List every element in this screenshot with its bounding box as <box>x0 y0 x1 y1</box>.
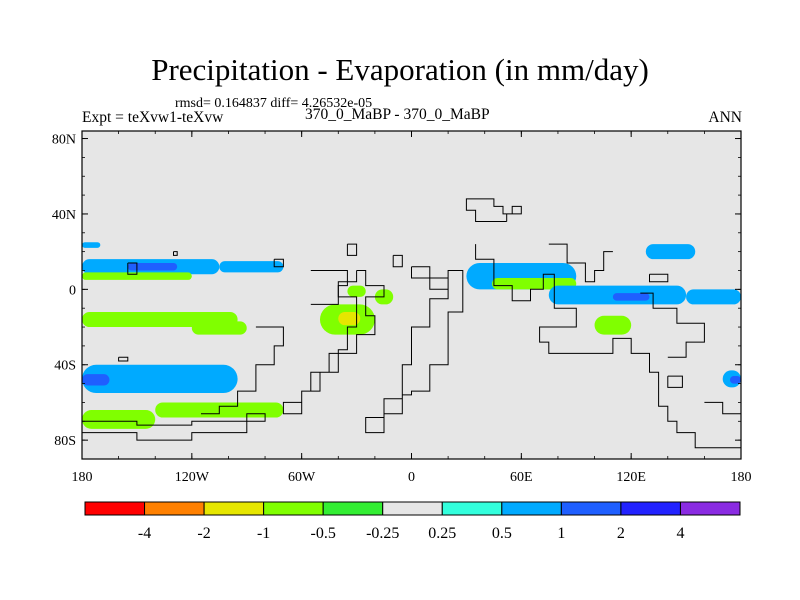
x-tick-label-6: 180 <box>731 470 752 485</box>
coastline-16 <box>273 258 284 268</box>
y-tick-label-1: 40N <box>52 208 76 223</box>
colorbar-label-5: 0.25 <box>428 525 456 542</box>
anomaly-nh-band-green-strip <box>82 272 192 280</box>
x-tick-label-3: 0 <box>408 470 415 485</box>
x-tick-label-0: 180 <box>72 470 93 485</box>
anomaly-layer <box>82 242 741 429</box>
anomaly-east-asia-blue <box>612 293 650 301</box>
y-tick-label-0: 80N <box>52 133 76 148</box>
coastline-17 <box>118 356 129 362</box>
colorbar-label-0: -4 <box>138 525 151 542</box>
colorbar-box-9 <box>620 501 681 516</box>
coastline-layer <box>82 198 741 449</box>
coastline-2 <box>465 198 522 222</box>
coastline-5 <box>310 270 348 305</box>
coastline-10 <box>640 292 705 358</box>
colorbar-box-8 <box>560 501 622 516</box>
anomaly-south-pacific-green-tail <box>191 321 247 335</box>
anomaly-south-indian-east-blue <box>730 376 741 384</box>
chart-title: Precipitation - Evaporation (in mm/day) <box>151 52 649 87</box>
anomaly-west-africa-green <box>347 285 366 297</box>
y-tick-label-3: 40S <box>54 359 76 374</box>
coastline-12 <box>667 375 683 388</box>
season-label: ANN <box>708 109 742 126</box>
coastline-3 <box>475 244 741 449</box>
coastline-14 <box>127 262 138 275</box>
coastline-1 <box>365 266 464 434</box>
x-tick-label-2: 60W <box>288 470 316 485</box>
anomaly-east-pacific-cyan <box>686 289 741 305</box>
case-label: 370_0_MaBP - 370_0_MaBP <box>305 106 490 123</box>
colorbar-box-6 <box>441 501 503 516</box>
anomaly-tropical-atlantic-core <box>338 311 361 326</box>
colorbar-box-1 <box>144 501 205 516</box>
x-tick-label-1: 120W <box>175 470 210 485</box>
y-tick-label-4: 80S <box>54 434 76 449</box>
anomaly-nh-band-east-tail <box>219 261 284 273</box>
y-tick-label-2: 0 <box>69 283 76 298</box>
colorbar-label-1: -2 <box>197 525 210 542</box>
colorbar-box-7 <box>501 501 562 516</box>
colorbar-box-3 <box>263 501 324 516</box>
colorbar-label-4: -0.25 <box>366 525 399 542</box>
stats-label: rmsd= 0.164837 diff= 4.26532e-05 <box>175 96 373 111</box>
x-tick-label-4: 60E <box>510 470 533 485</box>
anomaly-west-pacific-cyan <box>645 244 696 260</box>
colorbar-label-6: 0.5 <box>492 525 512 542</box>
anomaly-nh-band-north-edge <box>82 242 101 248</box>
anomaly-maritime-green <box>594 315 632 335</box>
experiment-label: Expt = teXvw1-teXvw <box>82 109 224 126</box>
colorbar-box-4 <box>322 501 384 516</box>
colorbar-label-8: 2 <box>617 525 625 542</box>
coastline-13 <box>704 401 741 415</box>
anomaly-midlat-south-band <box>82 364 238 394</box>
x-tick-label-5: 120E <box>616 470 646 485</box>
colorbar-box-5 <box>382 501 443 516</box>
coastline-4 <box>82 413 266 441</box>
coastline-15 <box>173 251 178 256</box>
colorbar-label-2: -1 <box>257 525 270 542</box>
colorbar-box-2 <box>203 501 265 516</box>
coastline-8 <box>392 254 403 268</box>
anomaly-midlat-south-core <box>82 374 110 386</box>
anomaly-far-south-green-band <box>82 409 156 429</box>
coastline-7 <box>346 243 358 256</box>
coastline-9 <box>548 243 613 283</box>
colorbar-label-7: 1 <box>557 525 565 542</box>
coastline-0 <box>282 270 385 415</box>
colorbar-label-9: 4 <box>676 525 684 542</box>
colorbar-label-3: -0.5 <box>311 525 336 542</box>
colorbar-box-0 <box>84 501 146 516</box>
anomaly-nh-band-core-west <box>127 262 178 271</box>
coastline-11 <box>649 273 669 283</box>
coastline-6 <box>201 326 284 415</box>
colorbar-box-10 <box>679 501 741 516</box>
